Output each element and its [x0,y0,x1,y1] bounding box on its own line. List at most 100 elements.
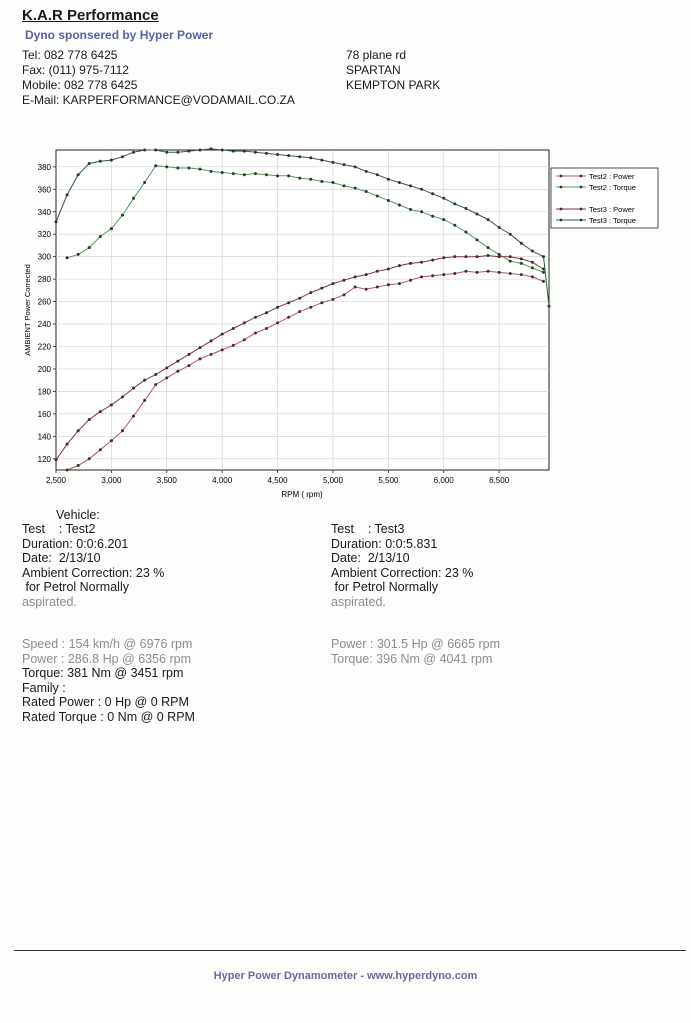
test2-torque-point [541,270,545,274]
test2-torque-line [66,165,544,273]
test3-power-point [431,258,435,262]
test3-torque-point [187,149,191,153]
mobile: Mobile: 082 778 6425 [22,78,138,92]
vehicle-label: Vehicle: [56,508,100,522]
footer-divider [14,950,686,951]
test2-torque-point [453,223,457,227]
x-tick-label: 6,000 [434,476,455,485]
test2-torque-point [375,194,379,198]
dyno-chart: 2,500 3,000 3,500 4,000 4,500 5,000 5,500 6,000… [23,147,659,499]
test3-power-point [287,301,291,305]
test3-torque-line [55,148,550,307]
test3-torque-point [547,304,551,308]
test2-power-point [397,282,401,286]
test2-power-point [109,439,113,443]
test3-torque-point [220,148,224,152]
test2-torque-point [519,261,523,265]
test2-power-point [165,376,169,380]
test3-power-point [209,339,213,343]
test2-torque-point [220,170,224,174]
test2-torque-point [132,196,136,200]
test3-torque-point [508,232,512,236]
test2-power-point [541,279,545,283]
test2-power-point [298,310,302,314]
test2-torque-point [253,172,257,176]
y-tick-label: 120 [38,455,52,464]
test3-power-point [342,278,346,282]
test2-torque-point [187,166,191,170]
test3-torque-point [497,225,501,229]
test3-power-point [320,286,324,290]
grid [56,150,549,470]
axes: 2,500 3,000 3,500 4,000 4,500 5,000 5,500 6,000… [38,163,510,485]
test2-power-point [386,283,390,287]
test3-power-point [242,321,246,325]
email: E-Mail: KARPERFORMANCE@VODAMAIL.CO.ZA [22,93,295,107]
test3-torque-point [143,148,147,152]
test2-torque-point [231,172,235,176]
test2-power-point [264,327,268,331]
test2-torque-point [109,227,113,231]
test2-torque-point [497,252,501,256]
test2-torque-point [420,210,424,214]
test2-power-point [187,364,191,368]
test2-power-point [353,285,357,289]
test3-power-point [165,366,169,370]
test3-power-point [253,315,257,319]
test2-power-point [508,272,512,276]
test3-torque-point [209,147,213,151]
legend-marker [579,207,583,211]
y-tick-label: 380 [38,163,52,172]
test3-power-point [331,282,335,286]
test3-power-point [397,264,401,268]
x-tick-label: 6,500 [489,476,510,485]
test3-power-point [508,255,512,259]
test2-torque-point [165,165,169,169]
test3-name: Test : Test3 [331,522,405,536]
test2-power-point [76,464,80,468]
test3-torque-point [331,160,335,164]
y-tick-label: 220 [38,342,52,351]
test3-power-point [353,275,357,279]
test2-torque-point [264,173,268,177]
test2-power-point [132,414,136,418]
test3-power-point [65,442,69,446]
test2-torque-point [442,218,446,222]
test2-torque-point [486,246,490,250]
test3-torque-point [120,155,124,159]
test3-ambient: Ambient Correction: 23 % [331,565,474,580]
legend-marker [579,218,583,222]
test3-torque-point [176,150,180,154]
test3-torque-point [475,212,479,216]
test3-note: for Petrol Normally [331,580,438,594]
y-tick-label: 340 [38,208,52,217]
legend-label: Test3 : Torque [589,216,636,225]
test3-torque-point [287,154,291,158]
test2-power-point [453,272,457,276]
test2-power: Power : 286.8 Hp @ 6356 rpm [22,651,192,666]
test3-power-point [132,386,136,390]
test2-family: Family : [22,680,66,695]
x-tick-label: 5,500 [378,476,399,485]
test2-power-point [464,269,468,273]
legend-marker [559,174,563,178]
test3-torque-point [54,220,58,224]
legend-label: Test3 : Power [589,205,635,214]
test2-torque-point [176,166,180,170]
test3-power-point [120,395,124,399]
fax: Fax: (011) 975-7112 [22,63,129,77]
test3-torque-point [264,151,268,155]
y-tick-label: 280 [38,275,52,284]
test3-torque-point [486,218,490,222]
test2-torque-point [76,252,80,256]
test3-power-point [143,378,147,382]
y-tick-label: 240 [38,320,52,329]
test2-power-point [342,293,346,297]
test2-power-point [65,468,69,472]
test2-torque-point [353,186,357,190]
y-tick-label: 320 [38,230,52,239]
test3-torque-point [320,158,324,162]
test3-power-point [442,256,446,260]
test3-torque-point [530,249,534,253]
test2-torque-point [386,199,390,203]
